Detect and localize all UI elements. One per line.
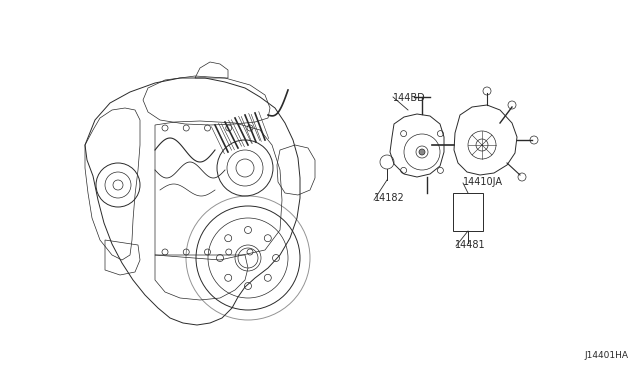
Text: 14182: 14182 [374,193,404,203]
Bar [453,193,483,231]
Text: 14481: 14481 [455,240,486,250]
Text: J14401HA: J14401HA [584,351,628,360]
Text: 14410JA: 14410JA [463,177,503,187]
Circle shape [419,149,425,155]
Text: 144BD: 144BD [393,93,426,103]
